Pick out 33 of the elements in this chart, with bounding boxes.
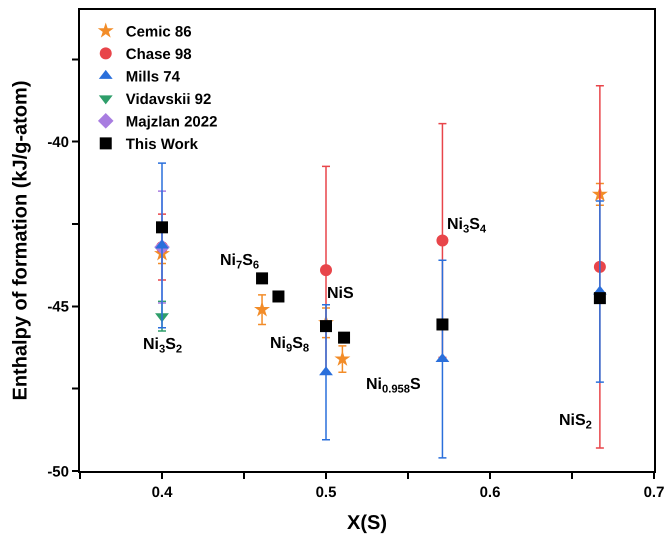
- point: [338, 332, 350, 344]
- point: [436, 234, 448, 246]
- x-tick-label: 0.4: [152, 484, 174, 501]
- legend-label: Majzlan 2022: [126, 114, 218, 131]
- point: [156, 221, 168, 234]
- annotation: Ni$_{0.958}$S: [366, 376, 421, 396]
- point: [256, 272, 268, 284]
- x-tick-label: 0.5: [316, 484, 336, 501]
- point: [320, 264, 332, 276]
- y-tick-label: -50: [47, 463, 69, 480]
- point: [320, 320, 332, 332]
- annotation: Ni$_{3}$S$_{2}$: [143, 336, 182, 356]
- y-axis-title: Enthalpy of formation (kJ/g-atom): [9, 80, 32, 400]
- annotation: NiS$_{2}$: [559, 412, 592, 432]
- annotation: Ni$_{3}$S$_{4}$: [447, 216, 487, 236]
- legend-label: Cemic 86: [126, 24, 192, 41]
- point: [334, 350, 350, 366]
- point: [254, 301, 270, 316]
- y-tick-label: -45: [47, 298, 69, 316]
- point: [272, 290, 284, 302]
- point: [594, 292, 606, 304]
- point: [436, 318, 448, 330]
- legend-label: Mills 74: [126, 68, 181, 86]
- annotation: NiS: [327, 285, 354, 302]
- y-tick-label: -40: [47, 134, 69, 151]
- legend-label: Vidavskii 92: [126, 91, 212, 108]
- x-tick-label: 0.7: [644, 484, 664, 501]
- annotation: Ni$_{9}$S$_{8}$: [270, 335, 310, 354]
- x-axis-title: X(S): [347, 512, 387, 534]
- legend-label: Chase 98: [126, 46, 192, 64]
- legend-label: This Work: [126, 136, 199, 154]
- annotation: Ni$_{7}$S$_{6}$: [220, 252, 260, 272]
- x-tick-label: 0.6: [480, 484, 500, 501]
